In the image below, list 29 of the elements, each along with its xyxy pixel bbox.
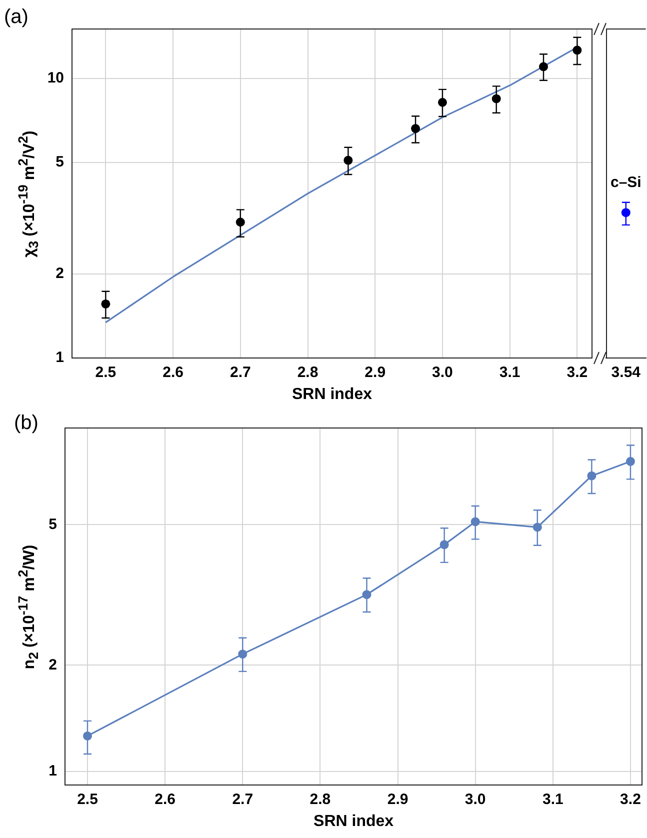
x-tick-label: 3.2 bbox=[620, 791, 641, 808]
x-axis-title: SRN index bbox=[290, 386, 373, 404]
x-tick-label: 3.0 bbox=[432, 364, 453, 382]
x-tick-label: 2.6 bbox=[162, 364, 184, 382]
x-tick-label: 3.0 bbox=[464, 791, 486, 808]
x-tick-label: 2.7 bbox=[230, 364, 251, 382]
x-tick-label: 2.6 bbox=[154, 791, 176, 808]
x-tick-label: 2.8 bbox=[297, 364, 318, 382]
x-tick-label: 3.1 bbox=[542, 791, 564, 808]
y-tick-label: 2 bbox=[48, 656, 57, 674]
x-tick-label: 2.5 bbox=[95, 364, 116, 382]
chart-title: (b) bbox=[14, 412, 38, 435]
chart-title: (a) bbox=[4, 6, 28, 29]
x-tick-label: 2.9 bbox=[364, 364, 386, 382]
x-axis-title: SRN index bbox=[312, 813, 395, 831]
y-tick-label: 2 bbox=[56, 264, 64, 282]
y-tick-label: 5 bbox=[56, 154, 64, 171]
x-tick-label: 2.5 bbox=[77, 791, 98, 808]
x-tick-label: 2.9 bbox=[387, 791, 408, 808]
x-tick-label: 3.1 bbox=[499, 364, 520, 382]
y-tick-label: 1 bbox=[56, 349, 64, 366]
x-tick-label: 3.54 bbox=[611, 364, 642, 382]
y-tick-label: 1 bbox=[48, 762, 57, 780]
y-tick-label: 10 bbox=[47, 69, 64, 86]
annotation: c–Si bbox=[610, 174, 642, 192]
x-tick-label: 3.2 bbox=[566, 364, 588, 382]
y-tick-label: 5 bbox=[48, 516, 57, 533]
x-tick-label: 2.8 bbox=[310, 791, 331, 808]
x-tick-label: 2.7 bbox=[232, 791, 254, 808]
